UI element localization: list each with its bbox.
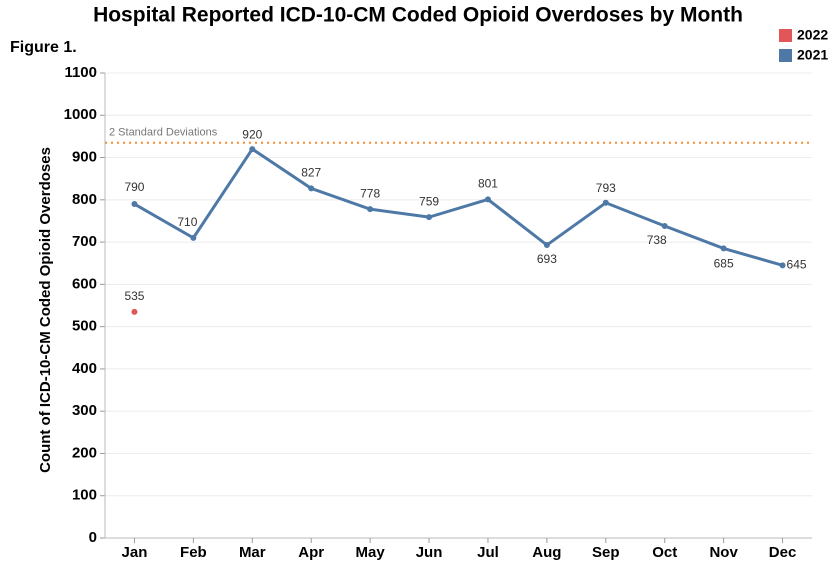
data-point: [367, 206, 374, 213]
data-point: [602, 199, 609, 206]
x-tick-label: Feb: [180, 544, 207, 561]
data-label: 793: [596, 181, 616, 195]
legend-swatch: [779, 49, 792, 62]
x-tick-label: May: [356, 544, 386, 561]
y-tick-label: 300: [72, 402, 97, 419]
x-tick-label: Oct: [652, 544, 677, 561]
data-label: 685: [714, 257, 734, 271]
y-tick-label: 100: [72, 487, 97, 504]
data-point: [131, 201, 138, 208]
y-tick-label: 500: [72, 318, 97, 335]
data-point: [779, 262, 786, 269]
data-point: [190, 234, 197, 241]
reference-label: 2 Standard Deviations: [109, 127, 218, 139]
x-tick-label: Jan: [122, 544, 148, 561]
x-tick-label: Apr: [298, 544, 324, 561]
x-tick-label: Jun: [416, 544, 443, 561]
data-label: 710: [177, 215, 197, 229]
data-point: [661, 223, 668, 230]
y-tick-label: 700: [72, 233, 97, 250]
data-label: 827: [301, 166, 321, 180]
data-label: 535: [124, 289, 144, 303]
data-label: 801: [478, 177, 498, 191]
x-tick-label: Aug: [532, 544, 561, 561]
data-label: 790: [124, 180, 144, 194]
data-label: 738: [647, 233, 667, 247]
y-tick-label: 1100: [64, 64, 97, 81]
data-point: [720, 245, 727, 252]
data-label: 778: [360, 186, 380, 200]
y-tick-label: 600: [72, 275, 97, 292]
chart-title: Hospital Reported ICD-10-CM Coded Opioid…: [93, 4, 743, 27]
y-tick-label: 1000: [64, 106, 97, 123]
data-point: [543, 242, 550, 249]
x-tick-label: Mar: [239, 544, 266, 561]
data-label: 759: [419, 194, 439, 208]
legend-label: 2022: [797, 27, 828, 43]
legend-label: 2021: [797, 47, 828, 63]
data-point: [249, 146, 256, 153]
data-label: 645: [787, 258, 807, 272]
y-axis-label: Count of ICD-10-CM Coded Opioid Overdose…: [37, 147, 54, 473]
data-point: [426, 214, 433, 221]
data-point: [131, 308, 138, 315]
data-label: 693: [537, 252, 557, 266]
y-tick-label: 200: [72, 444, 97, 461]
y-tick-label: 0: [89, 529, 97, 546]
y-tick-label: 400: [72, 360, 97, 377]
series-line: [133, 147, 783, 267]
y-tick-label: 800: [72, 191, 97, 208]
chart-subtitle: Figure 1.: [10, 39, 77, 56]
x-tick-label: Sep: [592, 544, 620, 561]
x-tick-label: Nov: [709, 544, 738, 561]
y-tick-label: 900: [72, 149, 97, 166]
data-point: [308, 185, 315, 192]
legend-swatch: [779, 29, 792, 42]
data-point: [484, 196, 491, 203]
x-tick-label: Dec: [769, 544, 797, 561]
data-label: 920: [242, 127, 262, 141]
x-tick-label: Jul: [477, 544, 499, 561]
